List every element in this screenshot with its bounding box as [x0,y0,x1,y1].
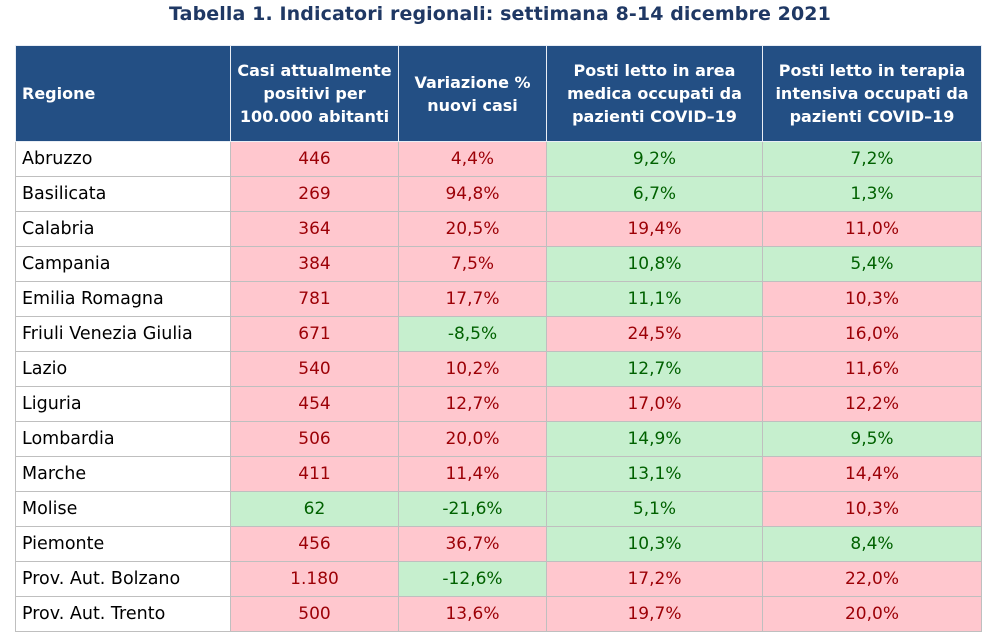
variation-cell: 17,7% [398,281,547,317]
icu-beds-cell: 1,3% [762,176,982,212]
variation-cell: 7,5% [398,246,547,282]
header-region: Regione [15,45,231,142]
medical-beds-cell: 9,2% [546,141,763,177]
medical-beds-cell: 14,9% [546,421,763,457]
medical-beds-cell: 24,5% [546,316,763,352]
table-body: Abruzzo 446 4,4% 9,2% 7,2% Basilicata 269 94,8%… [15,141,982,632]
medical-beds-cell: 12,7% [546,351,763,387]
variation-cell: -8,5% [398,316,547,352]
region-name-cell: Campania [15,246,231,282]
variation-cell: 20,5% [398,211,547,247]
region-name-cell: Calabria [15,211,231,247]
cases-cell: 269 [230,176,399,212]
cases-cell: 411 [230,456,399,492]
table-row: Prov. Aut. Trento 500 13,6% 19,7% 20,0% [15,596,982,632]
table-row: Lazio 540 10,2% 12,7% 11,6% [15,351,982,387]
icu-beds-cell: 8,4% [762,526,982,562]
variation-cell: -21,6% [398,491,547,527]
variation-cell: 12,7% [398,386,547,422]
region-name-cell: Prov. Aut. Trento [15,596,231,632]
cases-cell: 62 [230,491,399,527]
cases-cell: 454 [230,386,399,422]
icu-beds-cell: 12,2% [762,386,982,422]
medical-beds-cell: 19,7% [546,596,763,632]
cases-cell: 1.180 [230,561,399,597]
table-row: Basilicata 269 94,8% 6,7% 1,3% [15,176,982,212]
icu-beds-cell: 16,0% [762,316,982,352]
medical-beds-cell: 13,1% [546,456,763,492]
header-variation-new-cases: Variazione % nuovi casi [398,45,547,142]
region-name-cell: Friuli Venezia Giulia [15,316,231,352]
variation-cell: -12,6% [398,561,547,597]
icu-beds-cell: 11,6% [762,351,982,387]
table-row: Liguria 454 12,7% 17,0% 12,2% [15,386,982,422]
medical-beds-cell: 6,7% [546,176,763,212]
medical-beds-cell: 5,1% [546,491,763,527]
icu-beds-cell: 10,3% [762,491,982,527]
cases-cell: 456 [230,526,399,562]
icu-beds-cell: 5,4% [762,246,982,282]
cases-cell: 500 [230,596,399,632]
medical-beds-cell: 11,1% [546,281,763,317]
cases-cell: 540 [230,351,399,387]
icu-beds-cell: 14,4% [762,456,982,492]
cases-cell: 671 [230,316,399,352]
region-name-cell: Molise [15,491,231,527]
header-cases-per-100k: Casi attualmente positivi per 100.000 ab… [230,45,399,142]
table-row: Marche 411 11,4% 13,1% 14,4% [15,456,982,492]
region-name-cell: Liguria [15,386,231,422]
table-row: Piemonte 456 36,7% 10,3% 8,4% [15,526,982,562]
medical-beds-cell: 10,8% [546,246,763,282]
icu-beds-cell: 20,0% [762,596,982,632]
region-name-cell: Basilicata [15,176,231,212]
table-row: Prov. Aut. Bolzano 1.180 -12,6% 17,2% 22,0% [15,561,982,597]
table-row: Calabria 364 20,5% 19,4% 11,0% [15,211,982,247]
region-name-cell: Marche [15,456,231,492]
variation-cell: 13,6% [398,596,547,632]
table-row: Emilia Romagna 781 17,7% 11,1% 10,3% [15,281,982,317]
cases-cell: 446 [230,141,399,177]
icu-beds-cell: 10,3% [762,281,982,317]
region-name-cell: Lazio [15,351,231,387]
table-row: Campania 384 7,5% 10,8% 5,4% [15,246,982,282]
cases-cell: 781 [230,281,399,317]
table-row: Lombardia 506 20,0% 14,9% 9,5% [15,421,982,457]
icu-beds-cell: 11,0% [762,211,982,247]
icu-beds-cell: 9,5% [762,421,982,457]
region-name-cell: Lombardia [15,421,231,457]
variation-cell: 4,4% [398,141,547,177]
cases-cell: 384 [230,246,399,282]
variation-cell: 10,2% [398,351,547,387]
table-title: Tabella 1. Indicatori regionali: settima… [169,3,831,25]
cases-cell: 364 [230,211,399,247]
region-name-cell: Piemonte [15,526,231,562]
variation-cell: 94,8% [398,176,547,212]
icu-beds-cell: 22,0% [762,561,982,597]
medical-beds-cell: 10,3% [546,526,763,562]
variation-cell: 36,7% [398,526,547,562]
cases-cell: 506 [230,421,399,457]
region-name-cell: Prov. Aut. Bolzano [15,561,231,597]
icu-beds-cell: 7,2% [762,141,982,177]
region-name-cell: Emilia Romagna [15,281,231,317]
header-row: Regione Casi attualmente positivi per 10… [15,45,982,142]
variation-cell: 11,4% [398,456,547,492]
table-row: Abruzzo 446 4,4% 9,2% 7,2% [15,141,982,177]
variation-cell: 20,0% [398,421,547,457]
medical-beds-cell: 19,4% [546,211,763,247]
medical-beds-cell: 17,2% [546,561,763,597]
regional-indicators-table: Regione Casi attualmente positivi per 10… [15,45,982,632]
header-icu-beds: Posti letto in terapia intensiva occupat… [762,45,982,142]
header-medical-beds: Posti letto in area medica occupati da p… [546,45,763,142]
region-name-cell: Abruzzo [15,141,231,177]
table-row: Molise 62 -21,6% 5,1% 10,3% [15,491,982,527]
table-row: Friuli Venezia Giulia 671 -8,5% 24,5% 16,0% [15,316,982,352]
medical-beds-cell: 17,0% [546,386,763,422]
table-header: Regione Casi attualmente positivi per 10… [15,45,982,142]
